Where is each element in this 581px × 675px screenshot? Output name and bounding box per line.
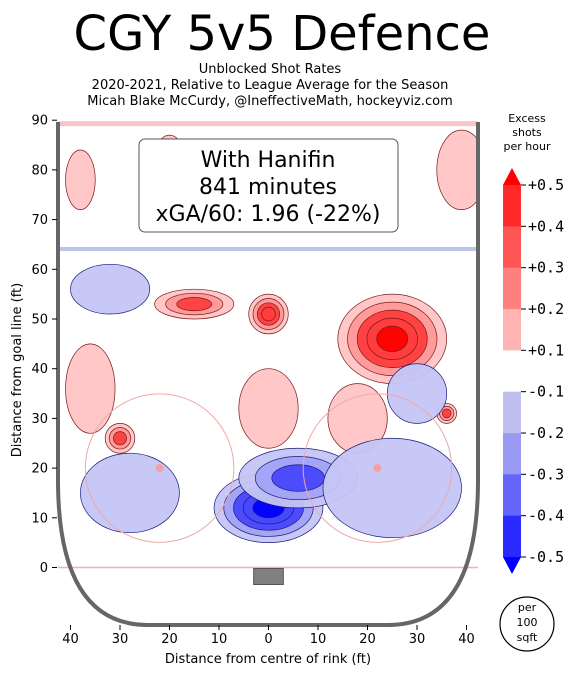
chart-subtitle-line-3: Micah Blake McCurdy, @IneffectiveMath, h… <box>87 94 453 109</box>
heat-region-2-level-2 <box>176 297 213 312</box>
colorbar-tick-label-0: +0.5 <box>528 176 564 194</box>
faceoff-circle-right <box>302 393 453 543</box>
heat-region-14-level-0 <box>322 437 462 539</box>
colorbar-tick-label-7: -0.3 <box>528 465 564 483</box>
colorbar-band-3 <box>503 309 521 351</box>
y-tick-label-3: 30 <box>31 412 48 427</box>
faceoff-dot-left <box>155 464 164 473</box>
annotation-line-2: 841 minutes <box>199 175 337 200</box>
heat-region-5-level-0 <box>65 343 116 434</box>
colorbar-band-5 <box>503 391 521 434</box>
heat-region-4-level-2 <box>441 408 452 419</box>
axes: 0 10 20 30 40 50 60 70 80 90 40 30 20 10 0 10 20 30 40 Dist… <box>10 114 475 667</box>
annotation-line-3: xGA/60: 1.96 (-22%) <box>156 202 381 227</box>
chart-subtitle-line-1: Unblocked Shot Rates <box>198 62 342 77</box>
heat-region-10-level-0 <box>436 129 478 211</box>
unit-badge-line-2: 100 <box>517 616 538 629</box>
x-axis-label: Distance from centre of rink (ft) <box>165 652 371 667</box>
y-tick-label-4: 40 <box>31 362 48 377</box>
colorbar-extend-bottom <box>503 557 521 574</box>
blue-line <box>58 246 478 251</box>
heat-region-0-level-4 <box>376 325 409 353</box>
goal-net <box>253 568 284 585</box>
colorbar-band-6 <box>503 433 521 475</box>
y-tick-label-2: 20 <box>31 462 48 477</box>
heat-region-3-level-2 <box>113 431 127 446</box>
x-tick-label-3: 10 <box>211 632 228 647</box>
unit-badge-line-1: per <box>518 601 537 614</box>
y-axis-label: Distance from goal line (ft) <box>10 283 25 457</box>
colorbar-title-3: per hour <box>504 140 551 153</box>
colorbar-tick-label-8: -0.4 <box>528 507 564 525</box>
colorbar-tick-label-6: -0.2 <box>528 424 564 442</box>
colorbar-title-1: Excess <box>508 112 546 125</box>
colorbar-tick-label-1: +0.4 <box>528 217 564 235</box>
heat-region-16-level-0 <box>386 363 448 424</box>
colorbar-band-4 <box>503 350 521 393</box>
chart-subtitle-line-2: 2020-2021, Relative to League Average fo… <box>91 78 449 93</box>
y-tick-label-1: 10 <box>31 511 48 526</box>
colorbar-band-8 <box>503 515 521 558</box>
colorbar-band-0 <box>503 185 521 227</box>
faceoff-circle-left <box>84 393 235 543</box>
x-tick-label-7: 30 <box>409 632 426 647</box>
heatmap-layer <box>65 129 478 543</box>
heat-region-12-level-2 <box>271 464 325 492</box>
x-tick-label-1: 30 <box>112 632 129 647</box>
heat-region-15-level-0 <box>70 263 151 315</box>
colorbar-title-2: shots <box>512 126 542 139</box>
y-tick-label-7: 70 <box>31 213 48 228</box>
y-tick-label-5: 50 <box>31 313 48 328</box>
colorbar-tick-label-3: +0.2 <box>528 300 564 318</box>
y-tick-label-0: 0 <box>40 561 48 576</box>
heat-region-6-level-0 <box>238 368 299 449</box>
x-tick-label-4: 0 <box>264 632 272 647</box>
x-tick-label-6: 20 <box>359 632 376 647</box>
annotation-box: With Hanifin 841 minutes xGA/60: 1.96 (-… <box>138 138 399 233</box>
x-tick-label-2: 20 <box>161 632 178 647</box>
unit-badge-line-3: sqft <box>517 631 538 644</box>
colorbar-tick-label-2: +0.3 <box>528 259 564 277</box>
heat-region-1-level-3 <box>261 306 276 322</box>
heat-region-13-level-0 <box>80 452 180 534</box>
x-tick-label-8: 40 <box>458 632 475 647</box>
colorbar-band-2 <box>503 267 521 310</box>
unit-badge: per 100 sqft <box>499 596 555 652</box>
y-tick-label-6: 60 <box>31 263 48 278</box>
y-tick-label-9: 90 <box>31 114 48 129</box>
annotation-line-1: With Hanifin <box>201 148 336 173</box>
centre-line <box>58 121 478 127</box>
x-tick-label-0: 40 <box>62 632 79 647</box>
heat-region-8-level-0 <box>65 149 96 211</box>
chart-title: CGY 5v5 Defence <box>73 6 491 62</box>
faceoff-dot-right <box>373 464 382 473</box>
colorbar-band-1 <box>503 226 521 269</box>
x-tick-label-5: 10 <box>310 632 327 647</box>
colorbar-tick-label-9: -0.5 <box>528 548 564 566</box>
colorbar-tick-label-4: +0.1 <box>528 341 564 359</box>
y-tick-label-8: 80 <box>31 163 48 178</box>
colorbar-band-7 <box>503 474 521 517</box>
colorbar-tick-label-5: -0.1 <box>528 383 564 401</box>
colorbar: Excess shots per hour +0.5 +0.4 +0.3 +0.2 +0… <box>503 112 564 574</box>
colorbar-extend-top <box>503 168 521 185</box>
